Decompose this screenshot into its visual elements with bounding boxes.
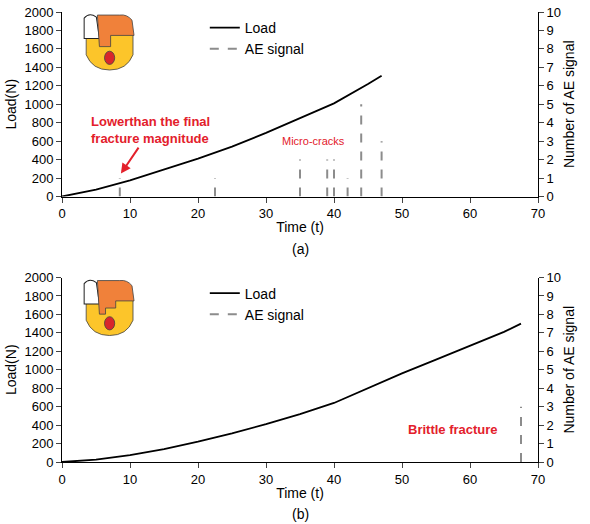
svg-text:1600: 1600 — [24, 307, 53, 322]
svg-text:1400: 1400 — [24, 60, 53, 75]
svg-text:40: 40 — [327, 472, 341, 487]
svg-text:Lowerthan the finalfracture ma: Lowerthan the finalfracture magnitude — [91, 114, 210, 146]
svg-text:1200: 1200 — [24, 344, 53, 359]
svg-text:7: 7 — [547, 60, 554, 75]
svg-text:1800: 1800 — [24, 289, 53, 304]
svg-text:10: 10 — [547, 5, 561, 20]
svg-text:0: 0 — [58, 472, 65, 487]
svg-text:40: 40 — [327, 206, 341, 221]
svg-text:Number of AE signal: Number of AE signal — [561, 306, 577, 434]
svg-text:8: 8 — [547, 307, 554, 322]
svg-text:800: 800 — [32, 381, 54, 396]
svg-text:800: 800 — [32, 115, 54, 130]
svg-text:70: 70 — [531, 472, 545, 487]
svg-text:0: 0 — [58, 206, 65, 221]
svg-text:10: 10 — [123, 472, 137, 487]
svg-text:1: 1 — [547, 436, 554, 451]
svg-text:4: 4 — [547, 381, 554, 396]
svg-text:Load(N): Load(N) — [3, 79, 19, 130]
svg-text:1: 1 — [547, 171, 554, 186]
svg-text:10: 10 — [123, 206, 137, 221]
svg-text:6: 6 — [547, 344, 554, 359]
svg-text:7: 7 — [547, 325, 554, 340]
svg-text:9: 9 — [547, 23, 554, 38]
svg-text:(b): (b) — [292, 506, 309, 522]
svg-text:2: 2 — [547, 418, 554, 433]
svg-text:20: 20 — [191, 472, 205, 487]
svg-text:10: 10 — [547, 270, 561, 285]
svg-text:200: 200 — [32, 171, 54, 186]
svg-text:600: 600 — [32, 399, 54, 414]
svg-text:20: 20 — [191, 206, 205, 221]
svg-text:Time (t): Time (t) — [276, 219, 324, 235]
svg-text:5: 5 — [547, 97, 554, 112]
svg-text:1000: 1000 — [24, 97, 53, 112]
svg-text:30: 30 — [259, 472, 273, 487]
svg-text:50: 50 — [395, 206, 409, 221]
svg-text:Load(N): Load(N) — [3, 344, 19, 395]
svg-text:8: 8 — [547, 41, 554, 56]
svg-text:400: 400 — [32, 152, 54, 167]
svg-text:1600: 1600 — [24, 41, 53, 56]
svg-text:1400: 1400 — [24, 325, 53, 340]
svg-text:1000: 1000 — [24, 362, 53, 377]
svg-text:1200: 1200 — [24, 78, 53, 93]
svg-text:1800: 1800 — [24, 23, 53, 38]
svg-text:200: 200 — [32, 436, 54, 451]
svg-text:2000: 2000 — [24, 5, 53, 20]
svg-text:600: 600 — [32, 134, 54, 149]
svg-text:Time (t): Time (t) — [276, 485, 324, 501]
svg-text:0: 0 — [547, 189, 554, 204]
svg-text:3: 3 — [547, 399, 554, 414]
svg-text:3: 3 — [547, 134, 554, 149]
svg-text:0: 0 — [46, 455, 53, 470]
svg-text:0: 0 — [46, 189, 53, 204]
svg-text:0: 0 — [547, 455, 554, 470]
svg-text:Load: Load — [245, 20, 276, 36]
svg-text:60: 60 — [463, 206, 477, 221]
svg-text:50: 50 — [395, 472, 409, 487]
svg-text:Brittle fracture: Brittle fracture — [408, 422, 498, 437]
svg-text:Micro-cracks: Micro-cracks — [282, 135, 345, 147]
svg-text:400: 400 — [32, 418, 54, 433]
svg-text:Load: Load — [245, 286, 276, 302]
svg-text:4: 4 — [547, 115, 554, 130]
svg-text:2000: 2000 — [24, 270, 53, 285]
svg-text:AE signal: AE signal — [245, 41, 304, 57]
svg-text:9: 9 — [547, 289, 554, 304]
svg-text:30: 30 — [259, 206, 273, 221]
svg-text:6: 6 — [547, 78, 554, 93]
svg-text:2: 2 — [547, 152, 554, 167]
svg-text:(a): (a) — [292, 241, 309, 257]
svg-text:70: 70 — [531, 206, 545, 221]
svg-text:5: 5 — [547, 362, 554, 377]
svg-text:Number of AE signal: Number of AE signal — [561, 40, 577, 168]
svg-text:60: 60 — [463, 472, 477, 487]
svg-text:AE signal: AE signal — [245, 307, 304, 323]
